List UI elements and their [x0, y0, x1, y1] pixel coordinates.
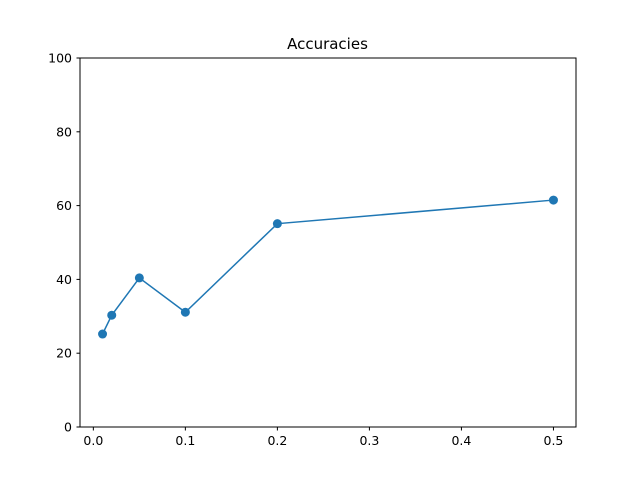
x-tick-label: 0.4 [451, 433, 471, 448]
data-point [98, 329, 108, 339]
x-tick-label: 0.1 [175, 433, 195, 448]
y-tick-label: 100 [48, 51, 72, 66]
data-point [180, 307, 190, 317]
y-tick-label: 20 [56, 346, 72, 361]
plot-series [98, 195, 558, 339]
data-point [548, 195, 558, 205]
data-point [134, 273, 144, 283]
y-tick-label: 80 [56, 124, 72, 139]
y-tick-label: 0 [64, 420, 72, 435]
x-tick-label: 0.2 [267, 433, 287, 448]
plot-frame [79, 57, 577, 428]
y-tick-label: 40 [56, 272, 72, 287]
x-tick-label: 0.5 [544, 433, 564, 448]
y-tick-label: 60 [56, 198, 72, 213]
x-axis: 0.0 0.1 0.2 0.3 0.4 0.5 [83, 427, 563, 448]
y-axis: 0 20 40 60 80 100 [48, 51, 80, 435]
chart-title: Accuracies [287, 35, 368, 53]
data-point [272, 219, 282, 229]
x-tick-label: 0.0 [83, 433, 103, 448]
series-line [101, 199, 554, 335]
data-point [107, 310, 117, 320]
x-tick-label: 0.3 [359, 433, 379, 448]
